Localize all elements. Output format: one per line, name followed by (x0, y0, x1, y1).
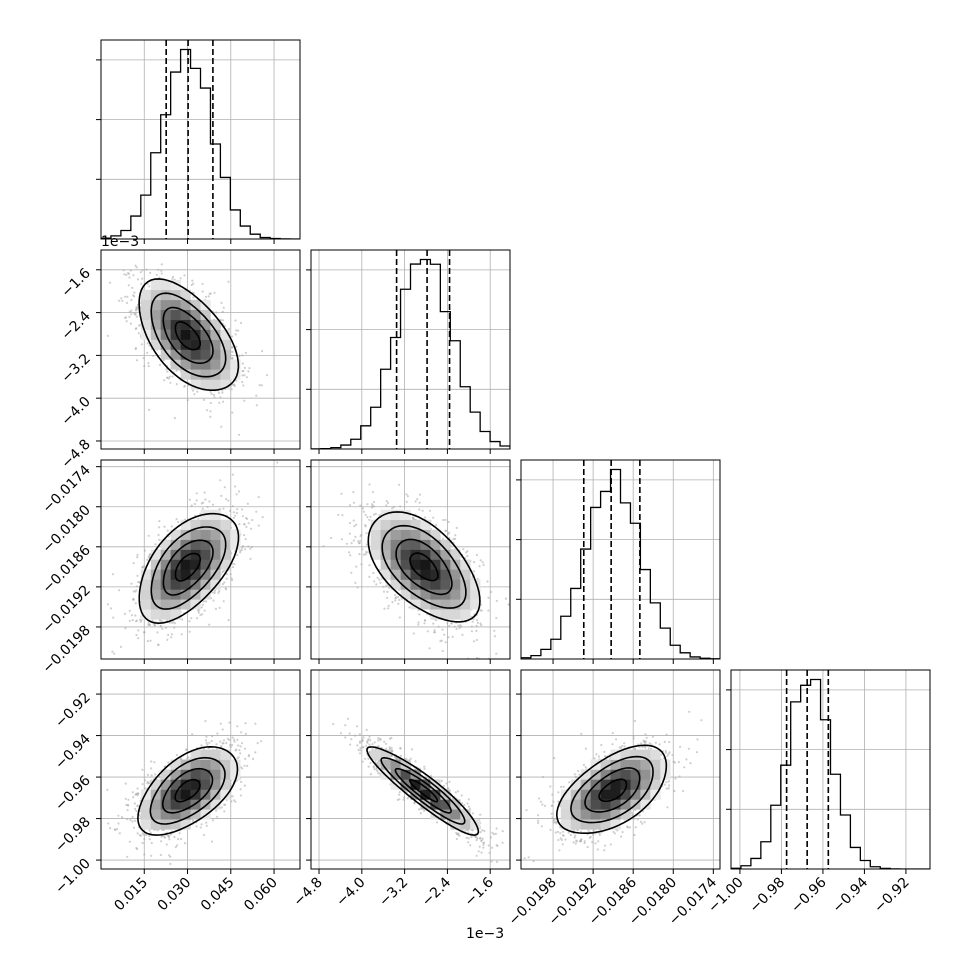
panel-frame (100, 249, 301, 450)
density-3-2 (523, 710, 703, 863)
density-2-0 (106, 461, 279, 655)
panel-3-3: −1.00 −0.98 −0.96 −0.94 −0.92 (705, 669, 931, 917)
y-tick-label-3-3: −0.94 (52, 731, 94, 773)
y-tick-label-1-0: −4.8 (58, 436, 93, 471)
grid (731, 670, 930, 869)
contour-3 (137, 745, 239, 836)
contour-0 (409, 552, 439, 582)
grid (521, 460, 720, 659)
panel-frame (310, 669, 511, 870)
panel-frame (520, 459, 721, 660)
y-tick-label-3-2: −0.96 (52, 773, 94, 815)
x-tick-label-1-4: −1.6 (462, 874, 497, 909)
density-1-0 (106, 263, 269, 436)
contour-2 (150, 292, 227, 378)
contour-0 (174, 778, 201, 803)
panel-1-0: −4.8 −4.0 −3.2 −2.4 −1.6 (58, 249, 301, 472)
contour-1 (162, 539, 214, 596)
panel-frame (730, 669, 931, 870)
x-tick-label-0-0: 0.015 (111, 875, 151, 915)
density-3-1 (332, 717, 510, 869)
grid (101, 670, 300, 869)
panel-3-1: −4.8 −4.0 −3.2 −2.4 −1.6 (290, 669, 511, 910)
density-cells (140, 509, 241, 620)
panel-frame (520, 669, 721, 870)
contour-2 (150, 526, 227, 610)
panel-1-1 (306, 249, 511, 454)
x-tick-label-3-3: −0.94 (830, 874, 872, 916)
x-tick-label-0-2: 0.045 (198, 875, 238, 915)
contour-0 (174, 552, 202, 582)
contour-2 (380, 756, 466, 825)
x-tick-label-1-3: −2.4 (419, 874, 454, 909)
density-cells (140, 279, 241, 390)
x-tick-label-3-2: −0.96 (788, 874, 830, 916)
contour-2 (570, 755, 654, 824)
x-tick-label-1-1: −4.0 (333, 875, 368, 910)
panel-2-2 (516, 459, 721, 664)
contour-2 (149, 756, 226, 825)
y-tick-label-3-4: −0.92 (52, 690, 94, 732)
panel-frame (100, 459, 301, 660)
contour-3 (367, 511, 481, 623)
histogram-2 (521, 468, 720, 659)
y-tick-label-1-1: −4.0 (58, 394, 93, 429)
y-tick-label-3-0: −1.00 (52, 856, 94, 898)
panel-frame (100, 669, 301, 870)
contour-0 (174, 320, 201, 351)
panel-2-1 (306, 459, 511, 664)
panel-0-0 (96, 39, 301, 244)
x-tick-label-3-1: −0.98 (747, 875, 789, 917)
y-tick-label-1-2: −3.2 (58, 351, 93, 386)
contour-2 (381, 524, 467, 609)
histogram-3 (731, 678, 930, 869)
contour-1 (395, 538, 453, 596)
histogram-0 (101, 48, 300, 239)
panel-3-2: −0.0198−0.0192−0.0186−0.0180−0.0174 (506, 669, 721, 929)
x-tick-label-0-3: 0.060 (241, 875, 281, 915)
panel-frame (100, 39, 301, 240)
grid (101, 40, 300, 239)
contour-1 (394, 767, 452, 814)
density-3-0 (106, 720, 263, 866)
y-tick-label-3-1: −0.98 (52, 814, 94, 856)
contour-0 (408, 778, 439, 803)
density-cells (560, 749, 671, 830)
x-tick-label-1-0: −4.8 (290, 875, 325, 910)
x-tick-label-1-2: −3.2 (376, 875, 411, 910)
x-tick-label-0-1: 0.030 (155, 875, 195, 915)
panel-2-0: −0.0198−0.0192−0.0186−0.0180−0.0174 (40, 459, 301, 677)
x-tick-label-3-4: −0.92 (871, 875, 913, 917)
x-offset-label: 1e−3 (466, 926, 504, 942)
grid (311, 250, 510, 449)
y-tick-label-1-3: −2.4 (58, 308, 93, 343)
density-2-1 (322, 483, 510, 659)
contour-1 (161, 767, 214, 814)
contour-3 (555, 744, 668, 834)
y-tick-label-1-4: −1.6 (58, 265, 93, 300)
panel-3-0: 0.015 0.030 0.045 0.060 −1.00−0.98−0.96−0.94… (52, 669, 301, 915)
contour-3 (366, 746, 480, 836)
y-offset-label: 1e−3 (101, 234, 139, 250)
panel-frame (310, 459, 511, 660)
density-cells (140, 749, 241, 830)
contour-1 (162, 306, 214, 364)
contour-0 (598, 778, 628, 802)
contour-3 (138, 512, 240, 625)
panel-frame (310, 249, 511, 450)
histogram-1 (311, 258, 510, 449)
contour-1 (584, 767, 641, 813)
contour-3 (138, 278, 240, 391)
